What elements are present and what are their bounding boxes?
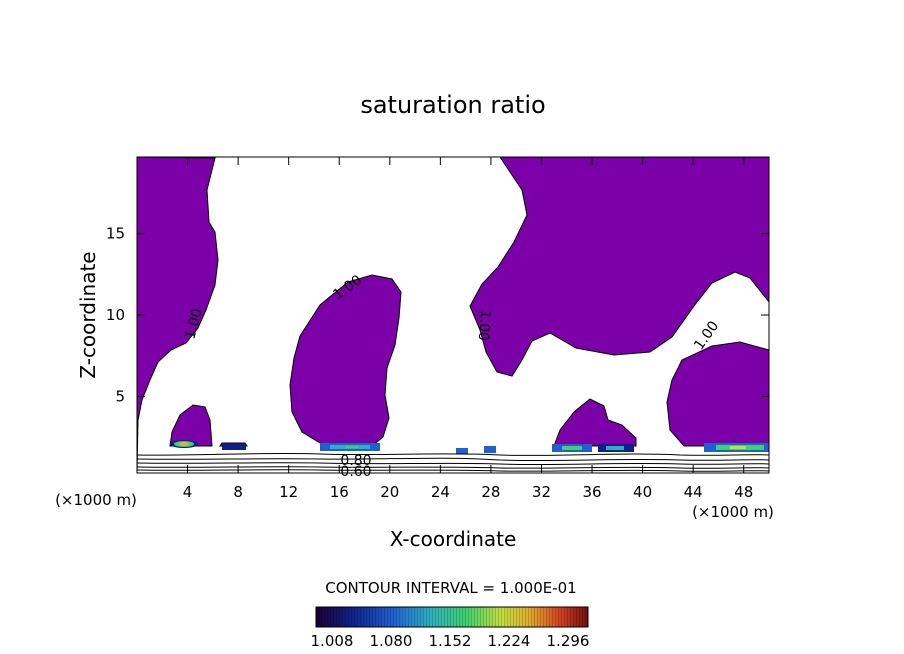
region-left-top xyxy=(137,157,219,473)
y-tick-label: 15 xyxy=(106,225,125,243)
high-ratio-cells xyxy=(170,440,769,454)
region-right-top xyxy=(469,157,769,377)
region-cell-36km xyxy=(553,398,637,447)
x-tick-label: 44 xyxy=(684,483,703,501)
x-tick-label: 8 xyxy=(233,483,243,501)
y-tick-label: 10 xyxy=(106,306,125,324)
x-tick-label: 36 xyxy=(582,483,601,501)
x-tick-label: 12 xyxy=(279,483,298,501)
x-tick-label: 40 xyxy=(633,483,652,501)
y-axis-label: Z-coordinate xyxy=(76,251,100,378)
chart-title: saturation ratio xyxy=(360,91,545,119)
colorbar-tick-label: 1.080 xyxy=(370,632,413,650)
colorbar: 1.008 1.080 1.152 1.224 1.296 xyxy=(311,606,590,650)
y-axis: 5 10 15 xyxy=(106,225,769,405)
contour-label: 0.60 xyxy=(340,464,371,480)
region-cell-4km xyxy=(169,404,213,447)
x-tick-label: 24 xyxy=(431,483,450,501)
colorbar-tick-label: 1.152 xyxy=(429,632,472,650)
region-center-left xyxy=(289,274,402,447)
contour-label: 0.80 xyxy=(340,453,371,469)
contour-interval-text: CONTOUR INTERVAL = 1.000E-01 xyxy=(325,579,576,597)
colorbar-tick-label: 1.008 xyxy=(311,632,354,650)
x-unit-label-right: (×1000 m) xyxy=(692,503,774,521)
region-right-bottom xyxy=(666,341,769,447)
contour-label: 1.00 xyxy=(475,309,494,341)
x-axis-label: X-coordinate xyxy=(390,527,517,551)
colorbar-tick-label: 1.224 xyxy=(488,632,531,650)
x-tick-label: 16 xyxy=(330,483,349,501)
contour-label: 1.00 xyxy=(182,307,206,341)
supersaturated-regions xyxy=(137,157,769,473)
x-unit-label-left: (×1000 m) xyxy=(55,491,137,509)
plot-area xyxy=(137,157,769,473)
x-tick-label: 28 xyxy=(481,483,500,501)
x-tick-label: 4 xyxy=(183,483,193,501)
x-axis: 4 8 12 16 20 24 28 32 36 40 44 48 xyxy=(183,157,753,501)
x-tick-label: 48 xyxy=(734,483,753,501)
y-tick-label: 5 xyxy=(115,387,125,405)
x-tick-label: 32 xyxy=(532,483,551,501)
x-tick-label: 20 xyxy=(380,483,399,501)
colorbar-tick-label: 1.296 xyxy=(547,632,590,650)
surface-contours xyxy=(137,452,769,472)
